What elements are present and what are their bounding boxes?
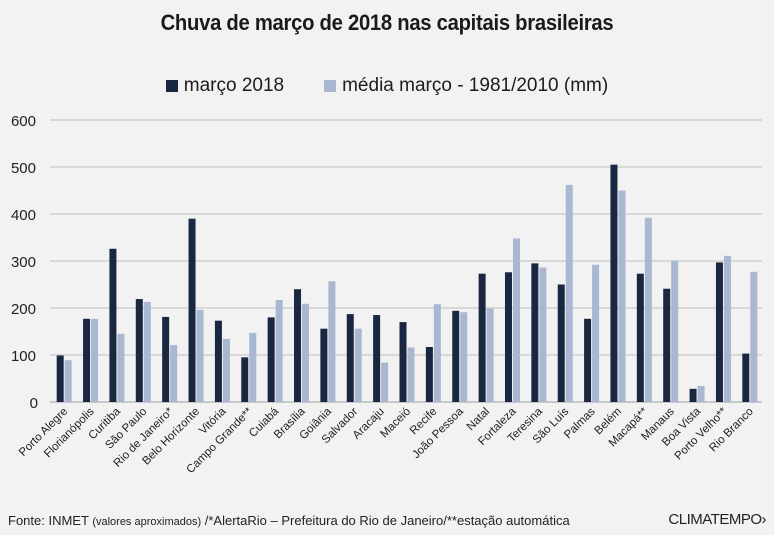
climatempo-logo: CLIMATEMPO›	[668, 511, 766, 528]
bar-marco-2018	[689, 388, 697, 402]
bar-media-1981-2010	[354, 328, 362, 402]
bar-marco-2018	[346, 314, 354, 402]
legend-swatch-marco-2018	[165, 80, 178, 92]
bar-media-1981-2010	[644, 217, 652, 402]
legend-swatch-media	[324, 80, 337, 92]
bar-marco-2018	[162, 316, 170, 402]
source-rest: /*AlertaRio – Prefeitura do Rio de Janei…	[204, 513, 570, 528]
bar-media-1981-2010	[486, 308, 494, 402]
bar-marco-2018	[56, 355, 64, 402]
y-tick-label: 200	[11, 301, 36, 318]
bar-media-1981-2010	[91, 318, 99, 402]
bar-media-1981-2010	[302, 303, 310, 402]
legend-label-marco-2018: março 2018	[183, 75, 285, 96]
bar-media-1981-2010	[539, 267, 547, 402]
bar-marco-2018	[109, 248, 117, 402]
bar-marco-2018	[715, 262, 723, 402]
bar-marco-2018	[294, 289, 302, 402]
logo-text: CLIMATEMPO	[668, 511, 762, 528]
bar-marco-2018	[83, 318, 91, 402]
bar-media-1981-2010	[249, 332, 257, 402]
bar-media-1981-2010	[671, 261, 679, 402]
bar-marco-2018	[214, 320, 222, 402]
bar-marco-2018	[188, 218, 196, 402]
legend-item-media: média março - 1981/2010 (mm)	[324, 75, 608, 97]
bars	[56, 164, 758, 402]
bar-media-1981-2010	[697, 386, 705, 402]
bar-marco-2018	[584, 318, 592, 402]
bar-media-1981-2010	[196, 309, 204, 402]
legend-item-marco-2018: março 2018	[165, 75, 285, 97]
y-tick-label: 300	[11, 254, 36, 271]
bar-marco-2018	[610, 164, 618, 402]
bar-marco-2018	[478, 273, 486, 402]
bar-media-1981-2010	[460, 312, 468, 402]
bar-marco-2018	[320, 328, 328, 402]
bar-media-1981-2010	[222, 339, 230, 402]
y-tick-label: 0	[30, 395, 38, 412]
source-label: Fonte: INMET	[8, 513, 89, 528]
bar-media-1981-2010	[328, 281, 336, 402]
logo-arrow-icon: ›	[761, 511, 767, 528]
bar-marco-2018	[452, 310, 460, 402]
chart-area: 0 100 200 300 400 500 600 Porto AlegreFlorianó…	[11, 113, 762, 476]
bar-media-1981-2010	[723, 255, 731, 402]
y-tick-label: 100	[11, 348, 36, 365]
bar-media-1981-2010	[407, 347, 415, 402]
bar-marco-2018	[636, 273, 644, 402]
bar-media-1981-2010	[117, 333, 125, 402]
bar-media-1981-2010	[170, 345, 178, 402]
x-tick-label: Maceió	[378, 406, 413, 441]
bar-media-1981-2010	[64, 360, 72, 402]
bar-media-1981-2010	[143, 301, 151, 402]
y-tick-label: 500	[11, 160, 36, 177]
bar-media-1981-2010	[512, 238, 520, 402]
y-tick-label: 600	[11, 113, 36, 130]
bar-marco-2018	[742, 353, 750, 402]
source-note: (valores aproximados)	[92, 516, 202, 528]
legend: março 2018 média março - 1981/2010 (mm)	[0, 75, 774, 97]
bar-media-1981-2010	[275, 300, 283, 402]
bar-media-1981-2010	[381, 362, 389, 402]
bar-media-1981-2010	[592, 264, 600, 402]
source-footer: Fonte: INMET (valores aproximados) /*Ale…	[8, 513, 570, 528]
bar-media-1981-2010	[565, 184, 573, 402]
bar-media-1981-2010	[618, 190, 626, 402]
bar-marco-2018	[663, 288, 671, 402]
bar-marco-2018	[425, 347, 433, 402]
bar-marco-2018	[531, 263, 539, 402]
legend-label-media: média março - 1981/2010 (mm)	[342, 75, 609, 96]
y-axis-ticks: 0 100 200 300 400 500 600	[11, 113, 38, 412]
bar-marco-2018	[557, 284, 565, 402]
bar-marco-2018	[504, 272, 512, 402]
bar-marco-2018	[241, 357, 249, 402]
bar-marco-2018	[267, 317, 275, 402]
chart-title: Chuva de março de 2018 nas capitais bras…	[160, 10, 614, 35]
bar-marco-2018	[135, 299, 143, 402]
bar-media-1981-2010	[750, 271, 758, 402]
bar-marco-2018	[399, 322, 407, 402]
bar-marco-2018	[373, 315, 381, 402]
bar-media-1981-2010	[433, 304, 441, 402]
y-tick-label: 400	[11, 207, 36, 224]
